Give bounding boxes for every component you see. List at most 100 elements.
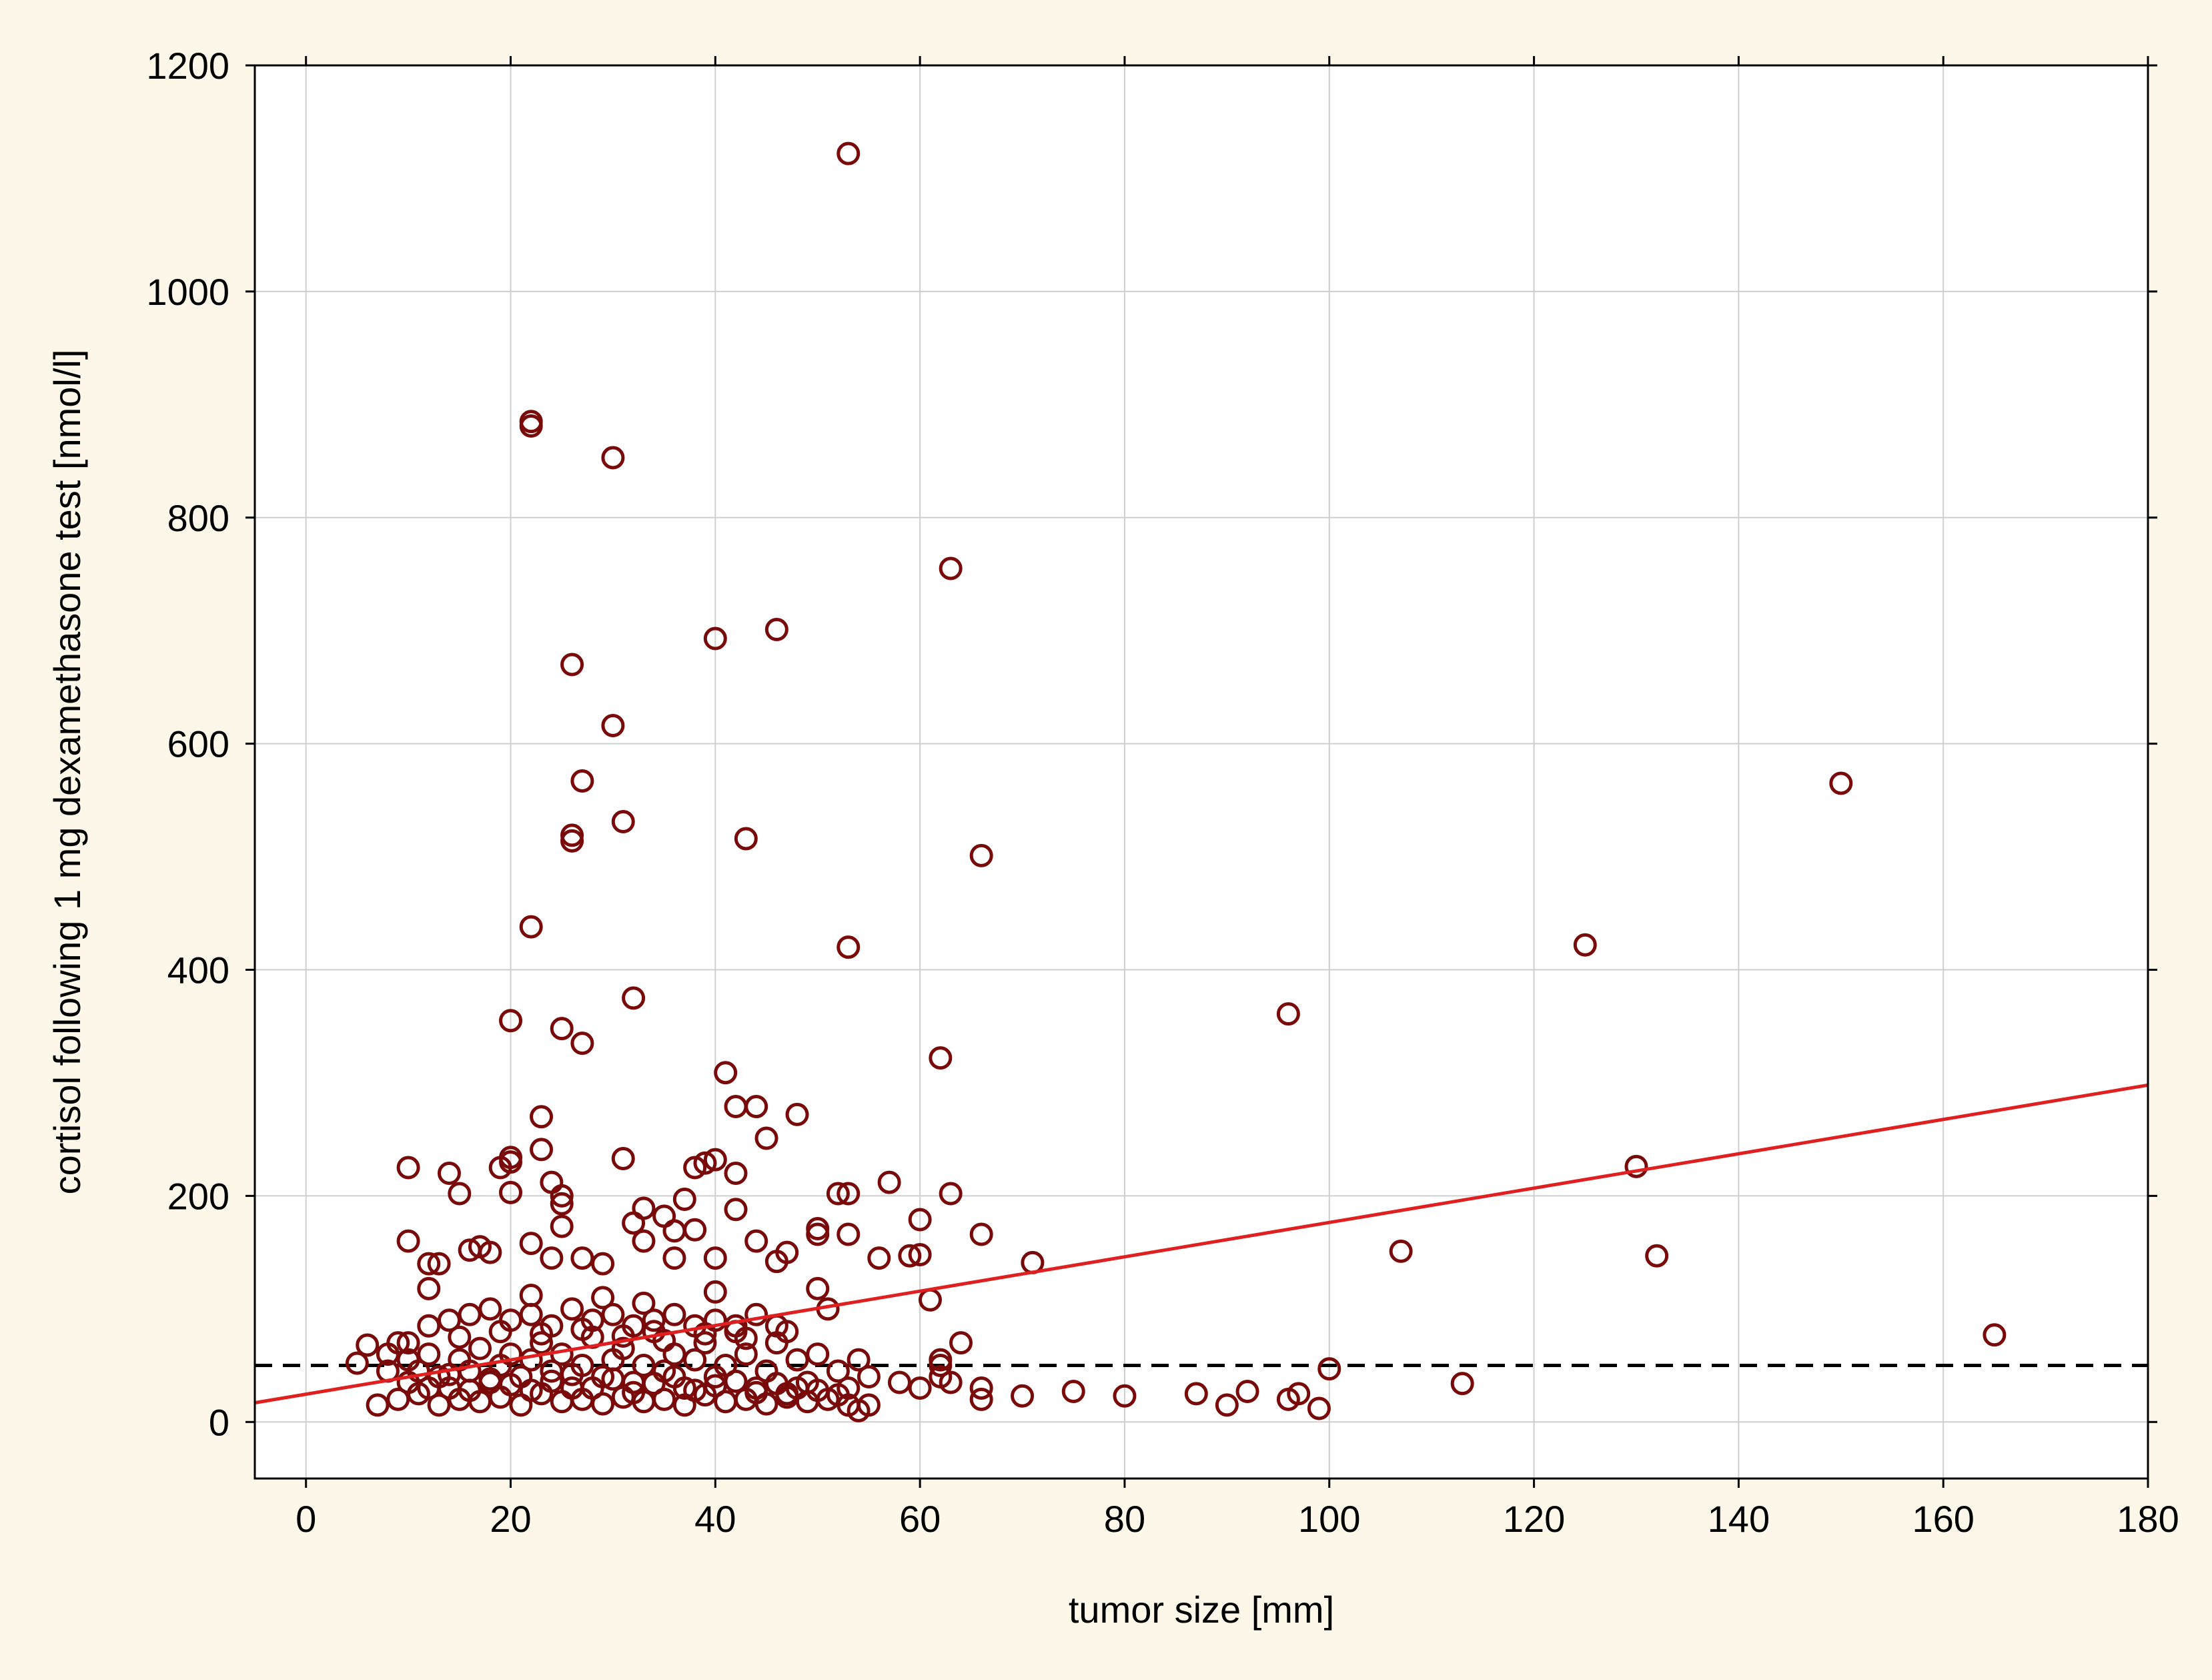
data-point (530, 1331, 554, 1355)
y-axis-title: cortisol following 1 mg dexamethasone te… (46, 350, 88, 1195)
data-point (1389, 1239, 1413, 1263)
data-point (969, 1222, 993, 1246)
y-tick-label: 800 (167, 497, 229, 539)
data-point (560, 1297, 584, 1321)
data-point (939, 1182, 963, 1206)
data-point (1287, 1382, 1311, 1406)
data-point (837, 141, 861, 165)
data-point (437, 1162, 461, 1186)
data-point (622, 1211, 646, 1235)
data-point (898, 1244, 922, 1268)
data-point (478, 1240, 502, 1264)
data-point (672, 1187, 696, 1211)
data-point (570, 1317, 594, 1341)
data-point (437, 1362, 461, 1386)
data-point (703, 1246, 727, 1270)
y-tick-label: 0 (209, 1401, 229, 1443)
data-point (458, 1302, 482, 1326)
data-point (949, 1331, 973, 1355)
data-point (703, 626, 727, 651)
x-tick-label: 120 (1503, 1498, 1565, 1540)
x-tick-labels: 0 20 40 60 80 100 120 140 160 180 (296, 1498, 2179, 1540)
x-tick-label: 40 (694, 1498, 736, 1540)
data-point (417, 1342, 441, 1366)
data-point (908, 1243, 932, 1267)
data-point (724, 1369, 748, 1393)
data-point (734, 1342, 758, 1366)
data-point (550, 1214, 574, 1238)
data-point (611, 1336, 635, 1360)
data-point (580, 1376, 604, 1400)
data-point (550, 1184, 574, 1208)
data-point (652, 1387, 676, 1411)
x-tick-label: 180 (2117, 1498, 2179, 1540)
data-point (806, 1342, 830, 1366)
data-point (703, 1280, 727, 1304)
data-point (622, 1380, 646, 1404)
data-point (1061, 1380, 1085, 1404)
data-point (724, 1162, 748, 1186)
data-point (939, 556, 963, 580)
data-point (714, 1354, 738, 1378)
data-point (1276, 1002, 1300, 1026)
data-point (969, 1387, 993, 1411)
data-point (1450, 1372, 1474, 1396)
data-point (519, 1302, 543, 1326)
data-point (1113, 1384, 1137, 1408)
data-point (488, 1320, 512, 1344)
data-point (519, 1378, 543, 1402)
data-point (396, 1229, 420, 1253)
data-point (703, 1148, 727, 1172)
data-point (929, 1046, 953, 1070)
x-axis-title: tumor size [mm] (1069, 1589, 1334, 1631)
data-point (519, 915, 543, 939)
data-point (601, 1367, 625, 1391)
data-point (611, 1146, 635, 1170)
data-point (1307, 1396, 1331, 1420)
data-point (417, 1376, 441, 1400)
x-tick-label: 80 (1104, 1498, 1145, 1540)
data-point (806, 1222, 830, 1246)
data-point (396, 1370, 420, 1394)
data-point (386, 1387, 410, 1411)
data-point (847, 1348, 871, 1372)
data-point (693, 1322, 717, 1346)
data-point (1215, 1393, 1239, 1417)
data-point (611, 810, 635, 834)
data-point (366, 1393, 390, 1417)
data-point (744, 1095, 768, 1119)
data-point (837, 935, 861, 959)
data-point (662, 1302, 686, 1326)
data-point (744, 1229, 768, 1253)
data-point (642, 1372, 666, 1396)
data-point (468, 1336, 492, 1360)
data-point (570, 1246, 594, 1270)
y-tick-label: 600 (167, 723, 229, 765)
data-point (857, 1365, 881, 1389)
data-point (540, 1369, 564, 1393)
data-point (887, 1370, 911, 1394)
data-point (764, 618, 788, 642)
data-point (591, 1286, 615, 1310)
data-point (826, 1359, 850, 1383)
data-point (969, 1376, 993, 1400)
data-point (662, 1246, 686, 1270)
data-point (837, 1222, 861, 1246)
data-point (448, 1182, 472, 1206)
data-point (570, 769, 594, 793)
data-point (1235, 1380, 1259, 1404)
y-tick-label: 1200 (146, 45, 229, 87)
data-point (437, 1308, 461, 1332)
plot-background (255, 65, 2148, 1479)
y-tick-label: 1000 (146, 271, 229, 313)
data-point (724, 1198, 748, 1222)
data-point (550, 1192, 574, 1216)
data-point (734, 1326, 758, 1350)
data-point (785, 1348, 809, 1372)
data-point (754, 1126, 778, 1150)
data-points (345, 141, 2007, 1422)
data-point (1573, 933, 1597, 957)
data-point (560, 653, 584, 677)
data-point (499, 1009, 523, 1033)
data-point (622, 986, 646, 1010)
